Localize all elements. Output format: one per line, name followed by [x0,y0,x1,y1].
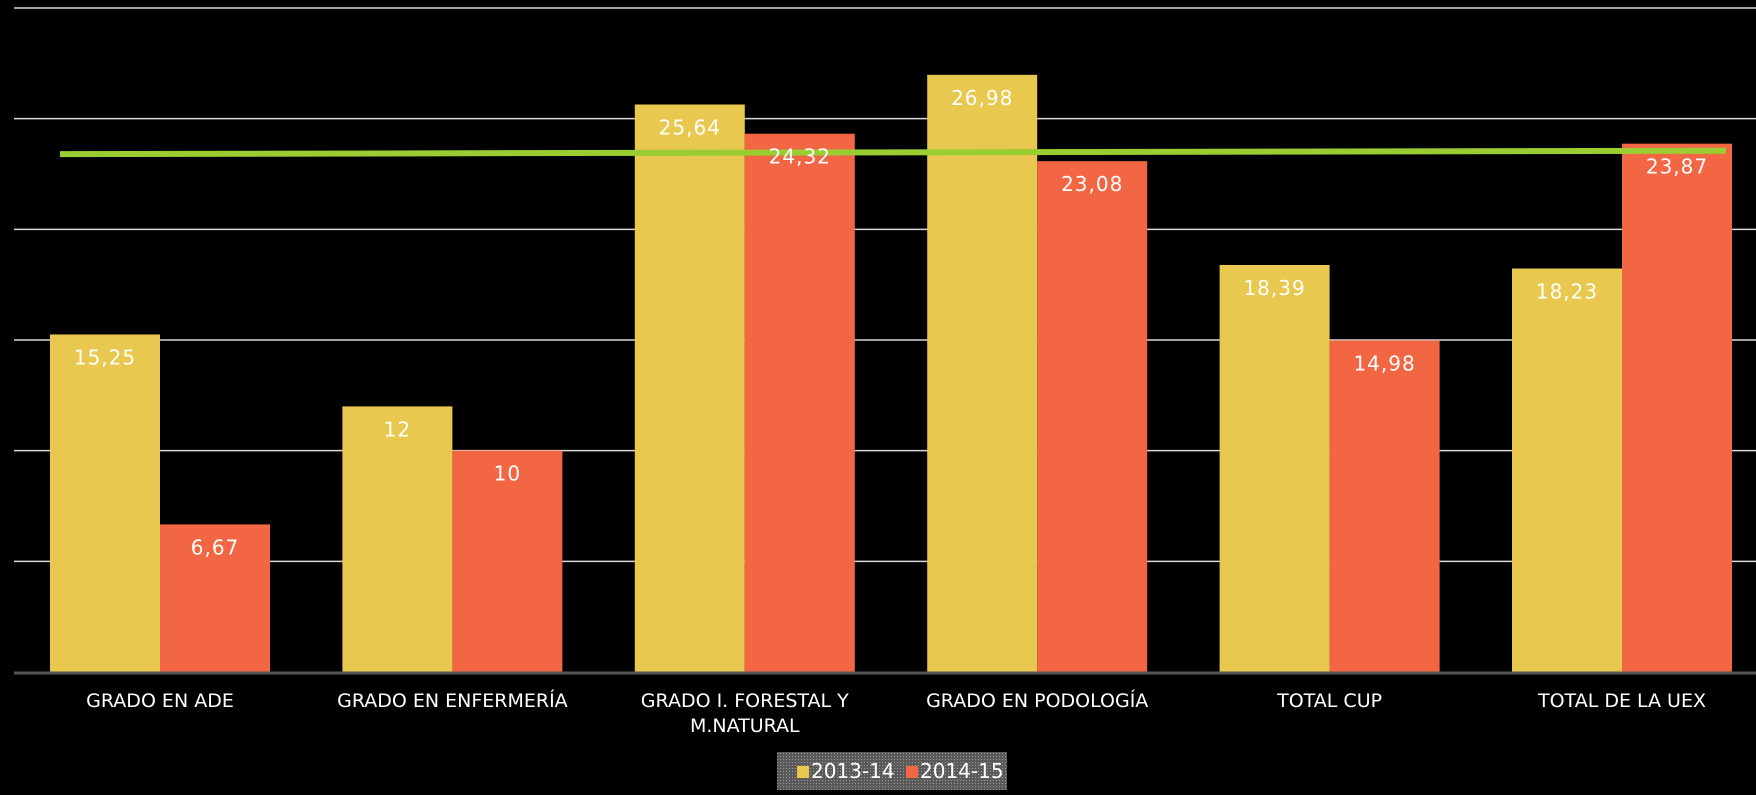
bar-2013-14 [342,406,453,672]
data-label: 25,64 [659,116,721,140]
bar-2013-14 [634,104,745,672]
category-label: TOTAL DE LA UEX [1537,690,1706,712]
legend-swatch [906,766,918,778]
legend: 2013-14 2014-15 [777,752,1007,790]
bar-2014-15 [1329,340,1440,672]
reference-line [59,147,1727,158]
data-label: 18,23 [1536,280,1598,304]
category-label: GRADO EN PODOLOGÍA [926,689,1148,712]
data-label: 6,67 [191,535,240,559]
data-label: 15,25 [74,345,136,369]
bar-2014-15 [1622,143,1732,672]
data-labels: 15,25 12 25,64 26,98 18,39 18,23 6,67 10 24,32 23… [74,86,1708,560]
data-label: 26,98 [951,86,1013,110]
data-label: 24,32 [769,145,831,169]
bar-2013-14 [1512,268,1622,672]
reference-line-stroke [59,147,1727,158]
data-label: 23,08 [1061,172,1123,196]
category-label: GRADO EN ADE [86,690,234,712]
bar-2013-14 [927,74,1038,673]
category-labels: GRADO EN ADE GRADO EN ENFERMERÍA GRADO I. … [86,689,1706,737]
category-label: GRADO I. FORESTAL Y M.NATURAL [641,690,849,737]
gridlines [14,7,1756,563]
data-label: 14,98 [1353,351,1415,375]
data-label: 18,39 [1243,276,1305,300]
legend-swatch [797,766,809,778]
bar-2014-15 [744,133,855,672]
data-label: 23,87 [1646,155,1708,179]
legend-box [777,752,1007,790]
data-label: 10 [494,462,521,486]
bar-2014-15 [160,524,270,672]
legend-label: 2014-15 [920,759,1004,783]
legend-label: 2013-14 [811,759,895,783]
category-label: TOTAL CUP [1276,690,1382,712]
category-label: GRADO EN ENFERMERÍA [337,689,568,712]
bar-2013-14 [50,334,160,672]
bar-2013-14 [1219,264,1330,672]
bar-2014-15 [1037,161,1148,673]
data-label: 12 [384,417,411,441]
bar-2014-15 [452,450,563,672]
bars [50,74,1732,673]
